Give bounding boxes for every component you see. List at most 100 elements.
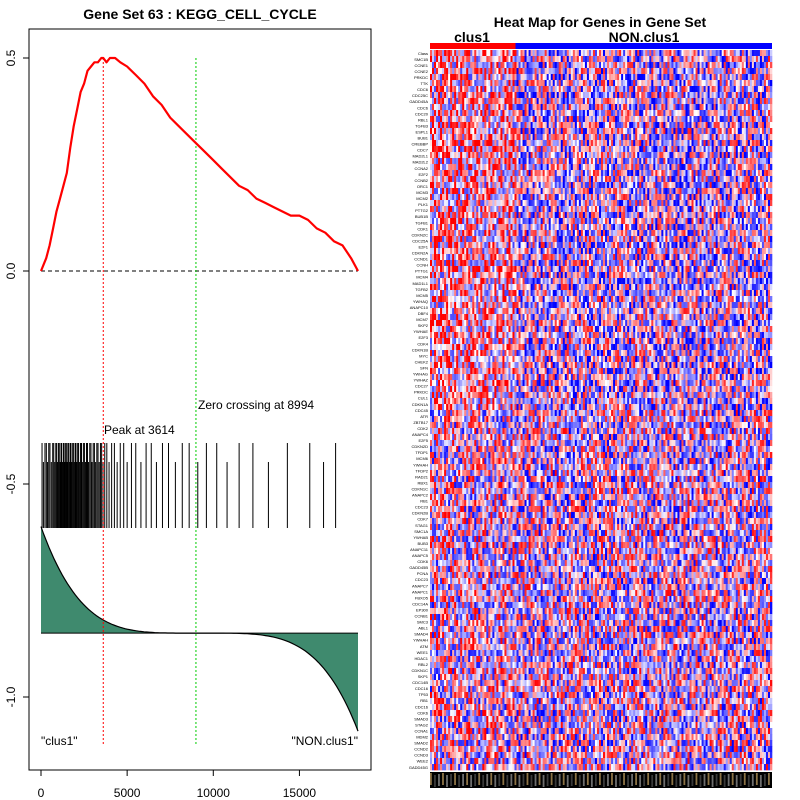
heat-cell <box>731 212 735 219</box>
heat-cell <box>747 176 751 183</box>
heat-cell <box>590 86 594 93</box>
heat-cell <box>673 200 676 207</box>
heat-cell <box>450 218 453 225</box>
heat-cell <box>693 98 696 105</box>
heat-cell <box>757 74 761 81</box>
heat-cell <box>603 140 606 147</box>
heat-cell <box>450 92 453 99</box>
heat-cell <box>572 182 576 189</box>
heat-cell <box>592 200 596 207</box>
heat-cell <box>647 104 650 111</box>
heat-cell <box>619 188 622 195</box>
heat-cell <box>500 56 503 63</box>
heat-cell <box>647 170 650 177</box>
heat-cell <box>518 128 521 135</box>
heat-cell <box>500 188 503 195</box>
heat-cell <box>769 194 773 201</box>
heat-cell <box>488 86 491 93</box>
heat-cell <box>623 80 626 87</box>
heat-cell <box>665 80 668 87</box>
heat-cell <box>699 134 702 141</box>
heat-cell <box>548 140 551 147</box>
heat-cell <box>609 170 612 177</box>
heat-cell <box>693 86 696 93</box>
heat-cell <box>594 158 598 165</box>
heat-cell <box>739 206 743 213</box>
heat-cell <box>574 200 578 207</box>
heat-cell <box>534 200 537 207</box>
heat-cell <box>693 122 696 129</box>
heat-cell <box>751 86 755 93</box>
heat-cell <box>588 206 592 213</box>
heat-cell <box>625 104 628 111</box>
heat-cell <box>596 56 600 63</box>
heat-cell <box>454 140 457 147</box>
heat-cell <box>691 200 694 207</box>
heat-cell <box>584 92 588 99</box>
heat-cell <box>607 122 610 129</box>
heat-cell <box>703 86 706 93</box>
heat-cell <box>681 206 684 213</box>
heat-cell <box>615 134 618 141</box>
heat-cell <box>480 122 483 129</box>
heat-cell <box>671 92 674 99</box>
heat-cell <box>458 158 461 165</box>
heat-cell <box>518 170 521 177</box>
heat-cell <box>464 74 467 81</box>
heat-cell <box>496 50 499 57</box>
heat-cell <box>707 146 710 153</box>
heat-cell <box>631 86 634 93</box>
heat-cell <box>570 188 574 195</box>
heat-cell <box>570 206 574 213</box>
heat-cell <box>494 218 497 225</box>
heat-cell <box>502 158 505 165</box>
heat-cell <box>725 194 729 201</box>
heat-cell <box>667 134 670 141</box>
heat-cell <box>430 194 433 201</box>
heat-cell <box>508 176 511 183</box>
heat-cell <box>550 50 554 57</box>
heat-cell <box>751 128 755 135</box>
heat-cell <box>637 188 640 195</box>
heat-cell <box>486 134 489 141</box>
heat-cell <box>516 98 519 105</box>
heat-cell <box>767 134 771 141</box>
heat-cell <box>725 206 729 213</box>
heat-cell <box>580 218 584 225</box>
heat-cell <box>723 86 727 93</box>
heat-cell <box>717 74 720 81</box>
heat-cell <box>679 158 682 165</box>
heat-cell <box>494 158 497 165</box>
heat-cell <box>542 146 545 153</box>
heat-cell <box>753 62 757 69</box>
heat-cell <box>733 158 737 165</box>
heat-cell <box>516 74 519 81</box>
heat-cell <box>683 62 686 69</box>
heat-cell <box>639 92 642 99</box>
heat-cell <box>681 182 684 189</box>
heat-cell <box>582 176 586 183</box>
heat-cell <box>699 86 702 93</box>
heat-cell <box>526 86 529 93</box>
heat-cell <box>560 194 564 201</box>
heat-cell <box>661 152 664 159</box>
heat-cell <box>516 62 519 69</box>
heat-cell <box>679 122 682 129</box>
heat-cell <box>522 50 525 57</box>
heat-cell <box>705 164 708 171</box>
heat-cell <box>747 122 751 129</box>
heat-cell <box>466 92 469 99</box>
heat-cell <box>452 98 455 105</box>
heat-cell <box>741 128 745 135</box>
heat-cell <box>725 140 729 147</box>
heat-cell <box>544 200 547 207</box>
heat-cell <box>717 212 720 219</box>
heat-cell <box>468 110 471 117</box>
heat-cell <box>759 80 763 87</box>
heat-cell <box>733 50 737 57</box>
heat-cell <box>562 170 566 177</box>
heat-cell <box>735 170 739 177</box>
heat-cell <box>492 68 495 75</box>
heat-cell <box>639 188 642 195</box>
heat-cell <box>592 140 596 147</box>
